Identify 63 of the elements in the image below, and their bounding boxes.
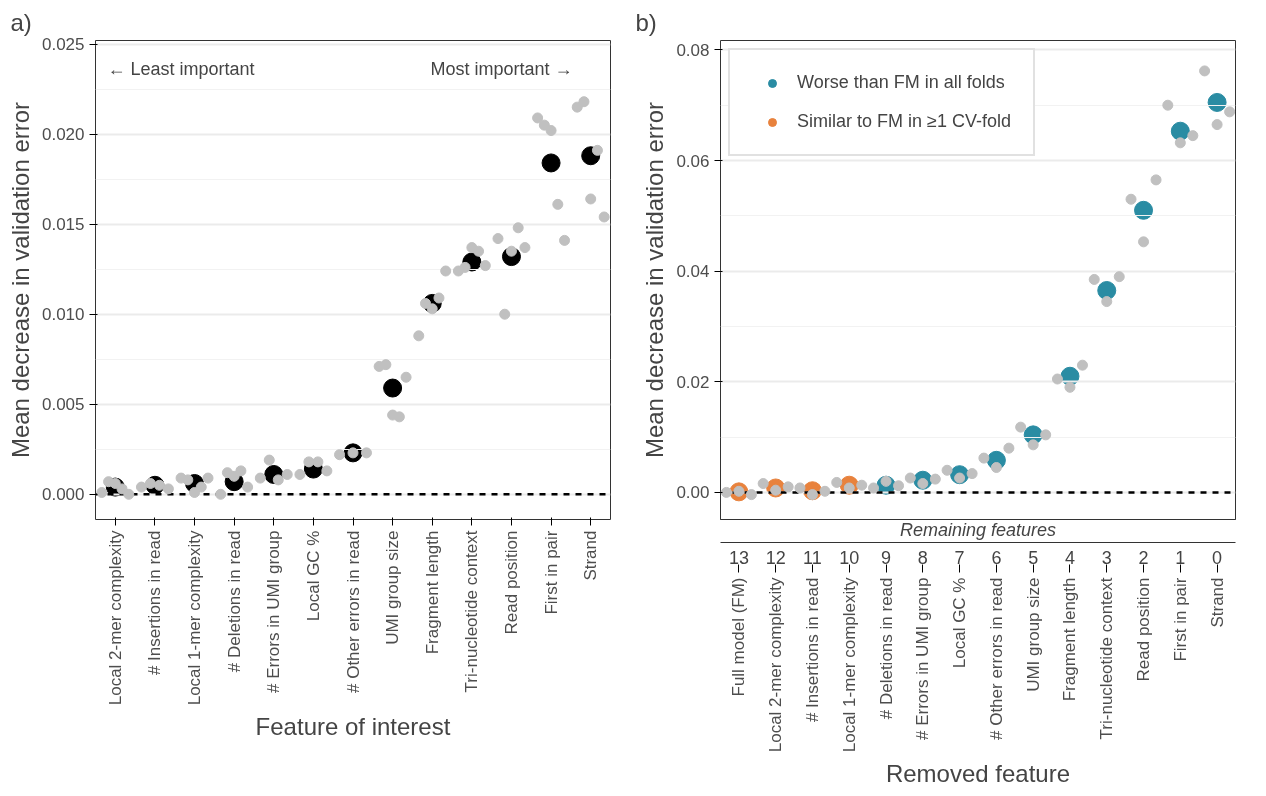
chart-title: a) (10, 8, 32, 36)
x-tick-label: Fragment length (422, 530, 442, 655)
y-axis-title: Mean decrease in validation error (6, 101, 34, 459)
text: 13 (728, 547, 749, 568)
annotation: Remaining features (899, 519, 1057, 540)
text: 10 (839, 547, 860, 568)
y-tick-label: 0.020 (41, 125, 85, 145)
x-tick-label: Strand (581, 530, 601, 581)
annotation: Most important → (430, 58, 573, 79)
y-tick-label: 0.02 (676, 372, 710, 392)
y-tick-label: 0.08 (676, 40, 710, 60)
x-tick-label: Full model (FM) (729, 577, 749, 697)
annotation: ← Least important (107, 58, 255, 79)
y-tick-label: 0.005 (41, 395, 85, 415)
text: 7 (954, 547, 965, 568)
y-axis-title: Mean decrease in validation error (641, 101, 669, 459)
y-tick-label: 0.06 (676, 151, 710, 171)
x-tick-label: Local 1-mer complexity (839, 577, 859, 753)
x-tick-label: UMI group size (1023, 577, 1043, 692)
text: 8 (917, 547, 928, 568)
x-tick-label: # Other errors in read (343, 530, 363, 694)
x-tick-label: Read position (1134, 577, 1154, 682)
x-tick-label: Local 2-mer complexity (766, 577, 786, 753)
legend-label: Similar to FM in ≥1 CV-fold (797, 111, 1011, 132)
x-tick-label: Tri-nucleotide context (1097, 577, 1117, 740)
x-tick-label: Read position (501, 530, 521, 635)
x-tick-label: Local GC % (950, 577, 970, 669)
x-tick-label: Strand (1207, 577, 1227, 628)
text: 3 (1101, 547, 1112, 568)
x-axis-title: Feature of interest (255, 713, 451, 741)
x-tick-label: # Other errors in read (986, 577, 1006, 741)
text: 4 (1064, 547, 1075, 568)
x-tick-label: # Errors in UMI group (264, 530, 284, 693)
x-tick-label: Tri-nucleotide context (462, 530, 482, 693)
text: 1 (1175, 547, 1186, 568)
text: 0 (1212, 547, 1223, 568)
text: 6 (991, 547, 1002, 568)
x-tick-label: First in pair (1170, 577, 1190, 662)
y-tick-label: 0.025 (41, 35, 85, 55)
x-tick-label: # Deletions in read (224, 530, 244, 673)
x-tick-label: # Deletions in read (876, 577, 896, 720)
y-tick-label: 0.015 (41, 215, 85, 235)
x-tick-label: UMI group size (383, 530, 403, 645)
y-tick-label: 0.000 (41, 485, 85, 505)
text: 11 (803, 547, 822, 568)
y-tick-label: 0.04 (676, 262, 710, 282)
x-axis-title: Removed feature (885, 760, 1071, 788)
text: 5 (1028, 547, 1039, 568)
x-tick-label: Local GC % (303, 530, 323, 622)
x-tick-label: Local 1-mer complexity (185, 530, 205, 706)
legend-label: Worse than FM in all folds (797, 72, 1005, 93)
text: 9 (881, 547, 892, 568)
x-tick-label: Fragment length (1060, 577, 1080, 702)
x-tick-label: Local 2-mer complexity (105, 530, 125, 706)
x-tick-label: # Insertions in read (802, 577, 822, 723)
x-tick-label: First in pair (541, 530, 561, 615)
y-tick-label: 0.010 (41, 305, 85, 325)
x-tick-label: # Insertions in read (145, 530, 165, 676)
text: 2 (1138, 547, 1149, 568)
text: 12 (765, 547, 786, 568)
y-tick-label: 0.00 (676, 483, 710, 503)
x-tick-label: # Errors in UMI group (913, 577, 933, 740)
chart-title: b) (635, 8, 657, 36)
